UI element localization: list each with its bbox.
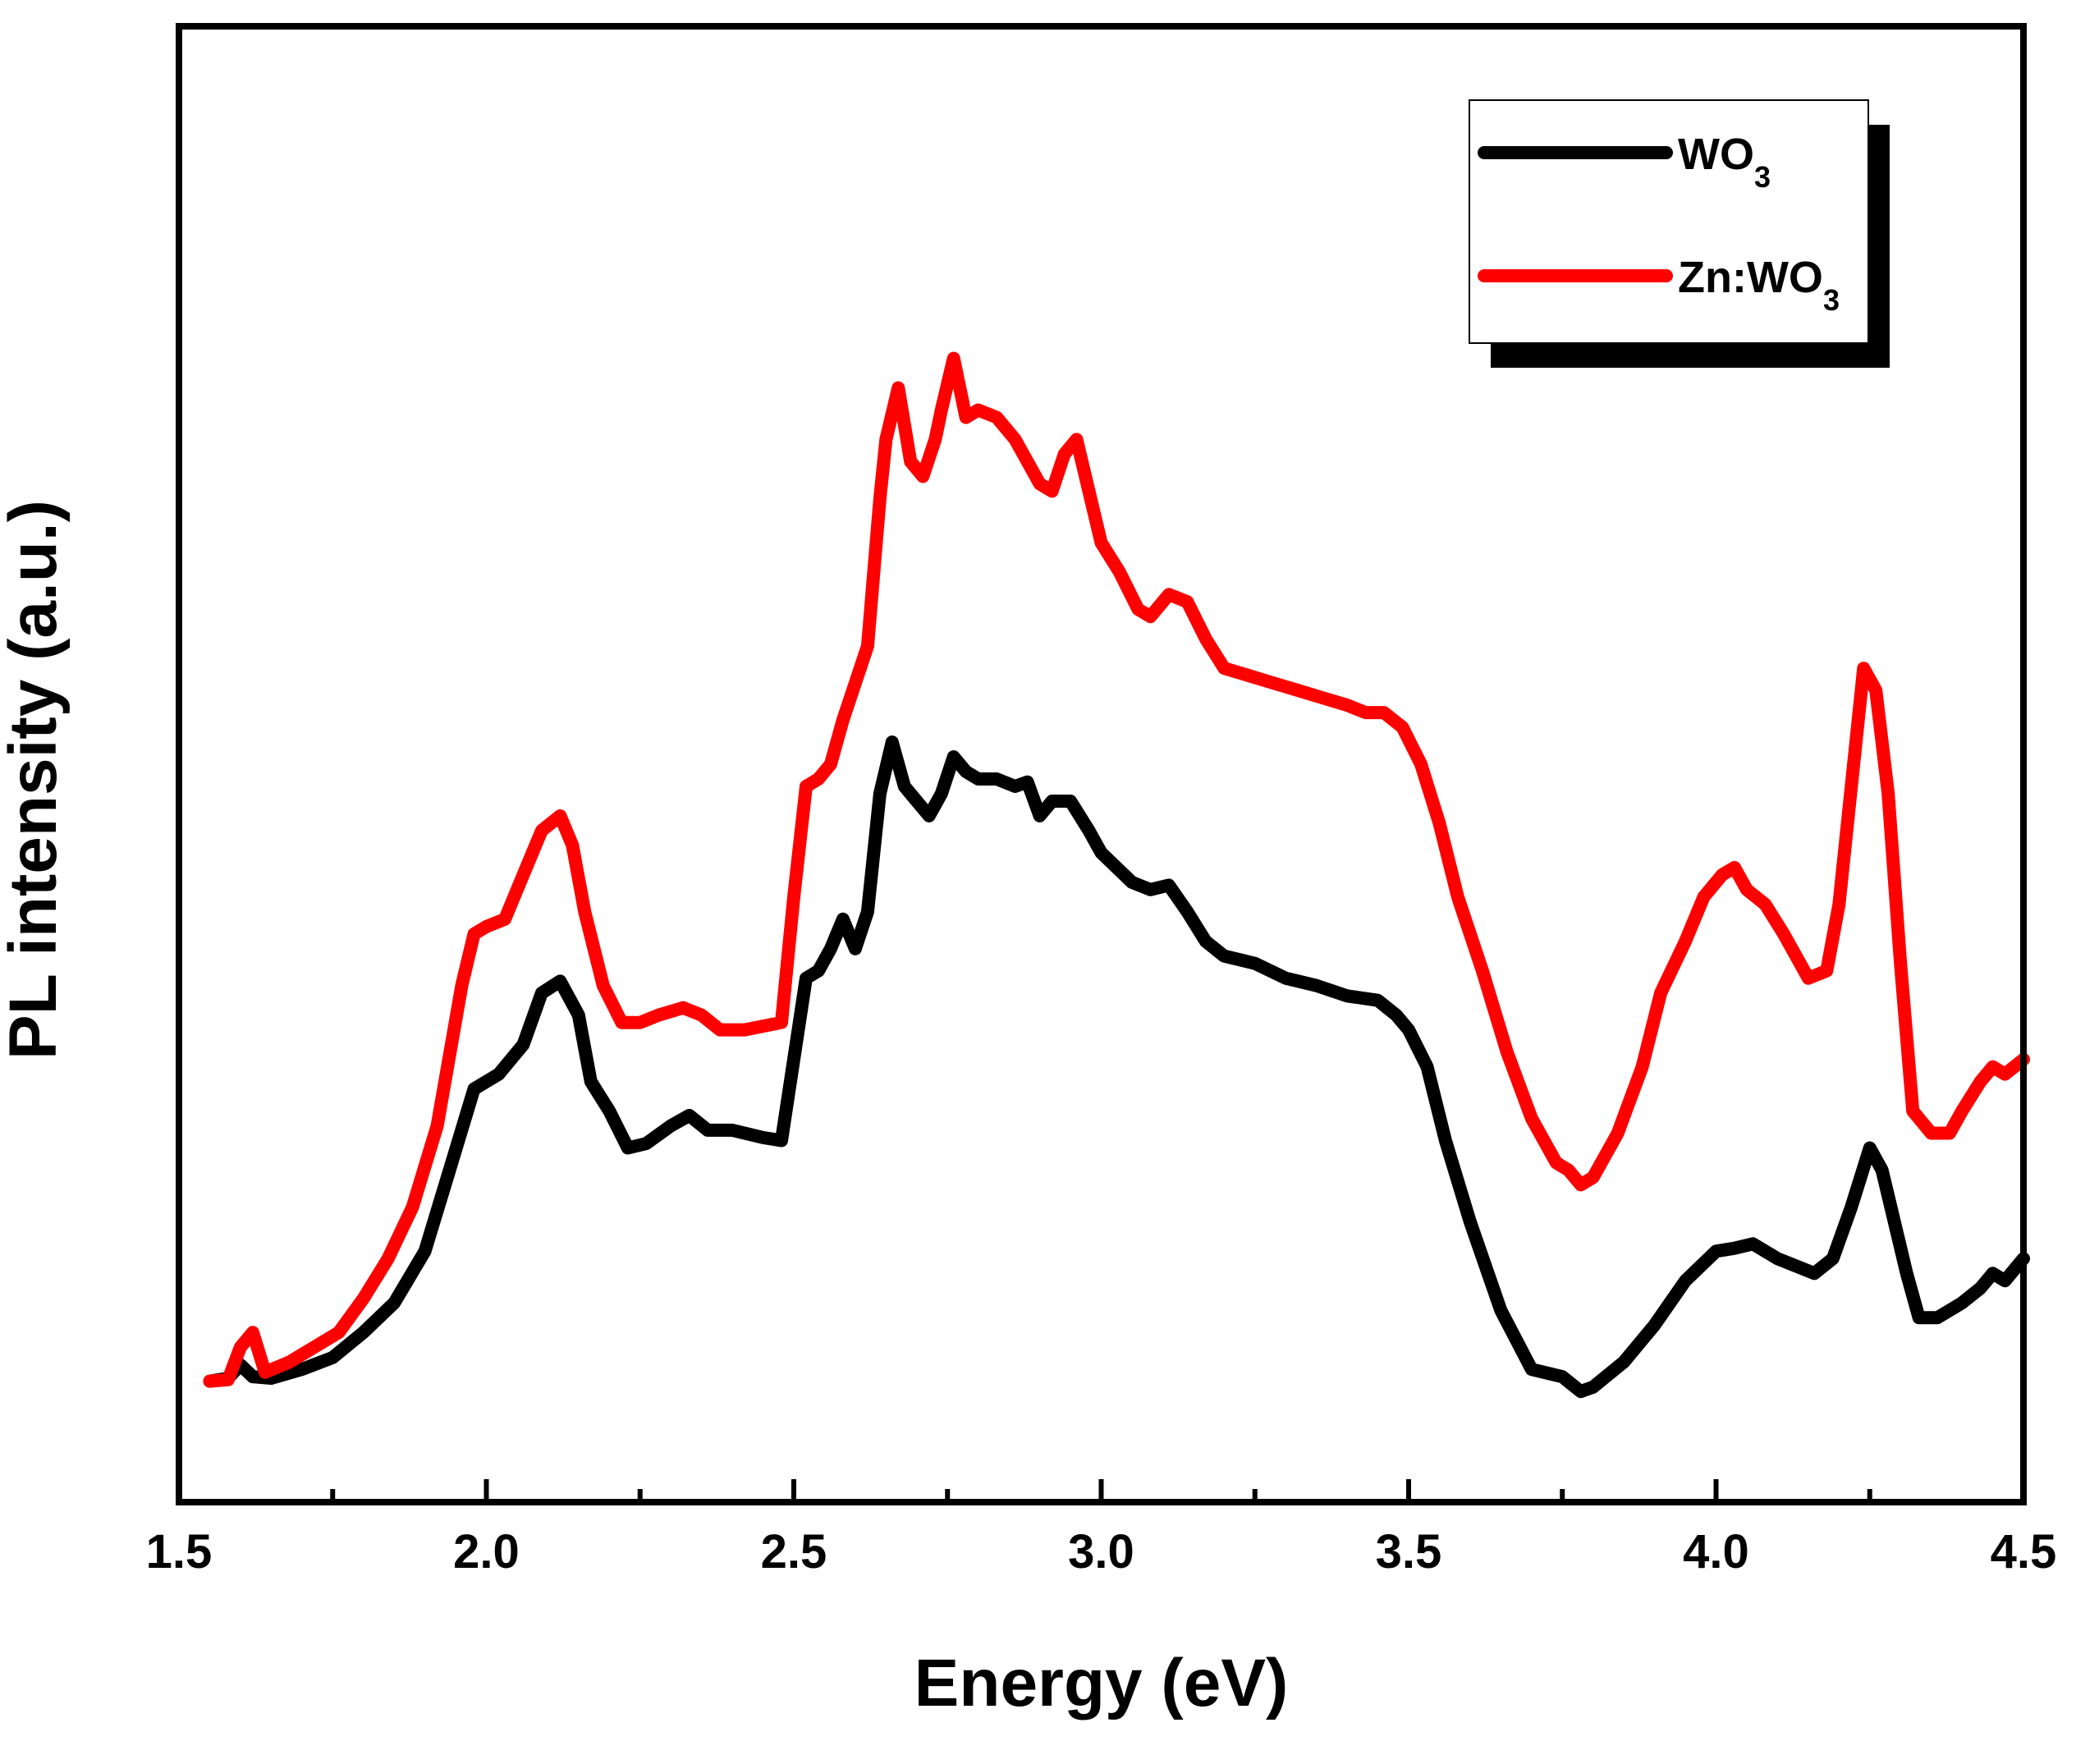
x-tick-label: 2.5 <box>761 1525 827 1578</box>
x-tick-label: 3.0 <box>1068 1525 1134 1578</box>
x-axis-title: Energy (eV) <box>914 1646 1289 1720</box>
x-axis: 1.5 2.0 2.5 3.0 3.5 4.0 4.5 <box>146 1479 2057 1578</box>
x-tick-label: 2.0 <box>453 1525 520 1578</box>
series-line-wo3 <box>203 735 2030 1399</box>
series-layer <box>203 351 2030 1399</box>
series-line-zn-wo3 <box>203 351 2030 1388</box>
x-tick-label: 3.5 <box>1376 1525 1442 1578</box>
x-tick-label: 1.5 <box>146 1525 213 1578</box>
x-tick-label: 4.0 <box>1683 1525 1749 1578</box>
legend-box <box>1469 99 1869 344</box>
x-tick-label: 4.5 <box>1991 1525 2057 1578</box>
y-axis-title: PL intensity (a.u.) <box>0 500 71 1060</box>
